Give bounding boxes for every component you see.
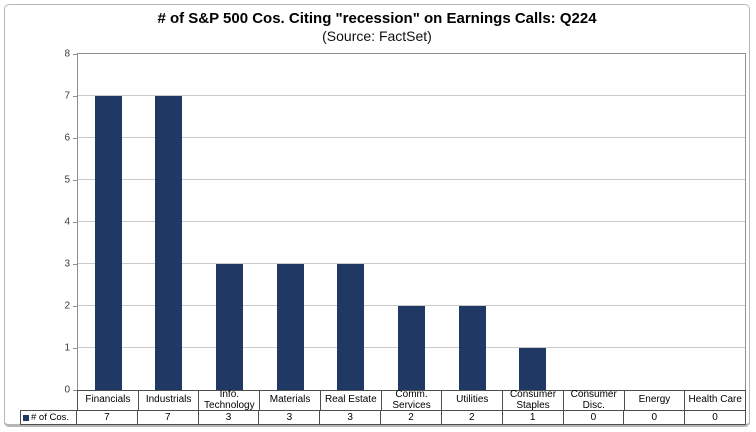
value-cell: 3 [198, 410, 260, 425]
bar-consumer-staples [519, 348, 547, 390]
y-tick-label-1: 1 [64, 342, 70, 354]
y-tick-mark-4 [73, 222, 77, 223]
y-tick-mark-5 [73, 180, 77, 181]
y-tick-mark-0 [73, 390, 77, 391]
y-tick-label-5: 5 [64, 174, 70, 186]
bar-financials [94, 96, 122, 390]
y-tick-label-4: 4 [64, 216, 70, 228]
value-cell: 7 [137, 410, 199, 425]
y-axis-ticks [73, 53, 77, 391]
gridline-y4 [78, 221, 745, 222]
y-axis-labels: 0 1 2 3 4 5 6 7 8 [5, 49, 70, 396]
category-cell: Comm. Services [381, 389, 443, 411]
category-cell: Health Care [685, 390, 747, 411]
value-cell: 2 [441, 410, 503, 425]
value-cell: 2 [381, 410, 442, 425]
y-tick-mark-2 [73, 306, 77, 307]
gridline-y2 [78, 305, 745, 306]
legend-series-label: # of Cos. [31, 412, 70, 423]
category-cell: Real Estate [320, 390, 382, 411]
value-cell: 7 [77, 410, 138, 425]
chart-title: # of S&P 500 Cos. Citing "recession" on … [157, 10, 597, 27]
gridline-y3 [78, 263, 745, 264]
category-cell: Energy [624, 390, 686, 411]
y-tick-label-7: 7 [64, 90, 70, 102]
gridline-y5 [78, 179, 745, 180]
y-tick-mark-3 [73, 264, 77, 265]
gridline-y6 [78, 137, 745, 138]
bar-industrials [155, 96, 183, 390]
value-cell: 0 [563, 410, 625, 425]
bar-real-estate [337, 264, 365, 390]
plot-area [77, 53, 746, 391]
category-cell: Financials [77, 390, 139, 411]
category-cell: Consumer Disc. [563, 389, 625, 411]
category-axis-row: Financials Industrials Info. Technology Mat… [77, 389, 747, 411]
y-tick-mark-7 [73, 96, 77, 97]
y-tick-mark-8 [73, 54, 77, 55]
category-cell: Info. Technology [199, 389, 261, 411]
bar-utilities [458, 306, 486, 390]
chart-subtitle: (Source: FactSet) [322, 28, 432, 44]
bar-info-technology [216, 264, 244, 390]
bar-comm-services [398, 306, 425, 390]
category-cell: Utilities [442, 390, 504, 411]
category-cell: Industrials [138, 390, 200, 411]
y-tick-label-3: 3 [64, 258, 70, 270]
value-cell: 3 [320, 410, 382, 425]
y-tick-label-8: 8 [64, 48, 70, 60]
chart-figure: # of S&P 500 Cos. Citing "recession" on … [4, 4, 750, 427]
legend-key-cell: # of Cos. [20, 410, 77, 425]
y-tick-label-6: 6 [64, 132, 70, 144]
y-tick-mark-1 [73, 348, 77, 349]
category-cell: Materials [260, 390, 321, 411]
bar-materials [276, 264, 304, 390]
value-cell: 3 [259, 410, 321, 425]
y-tick-label-2: 2 [64, 300, 70, 312]
legend-series-swatch [23, 414, 29, 421]
y-tick-mark-6 [73, 138, 77, 139]
value-cell: 0 [624, 410, 686, 425]
category-cell: Consumer Staples [503, 389, 564, 411]
y-tick-label-0: 0 [64, 384, 70, 396]
value-cell: 0 [685, 410, 746, 425]
value-cell: 1 [502, 410, 564, 425]
gridline-y7 [78, 95, 745, 96]
